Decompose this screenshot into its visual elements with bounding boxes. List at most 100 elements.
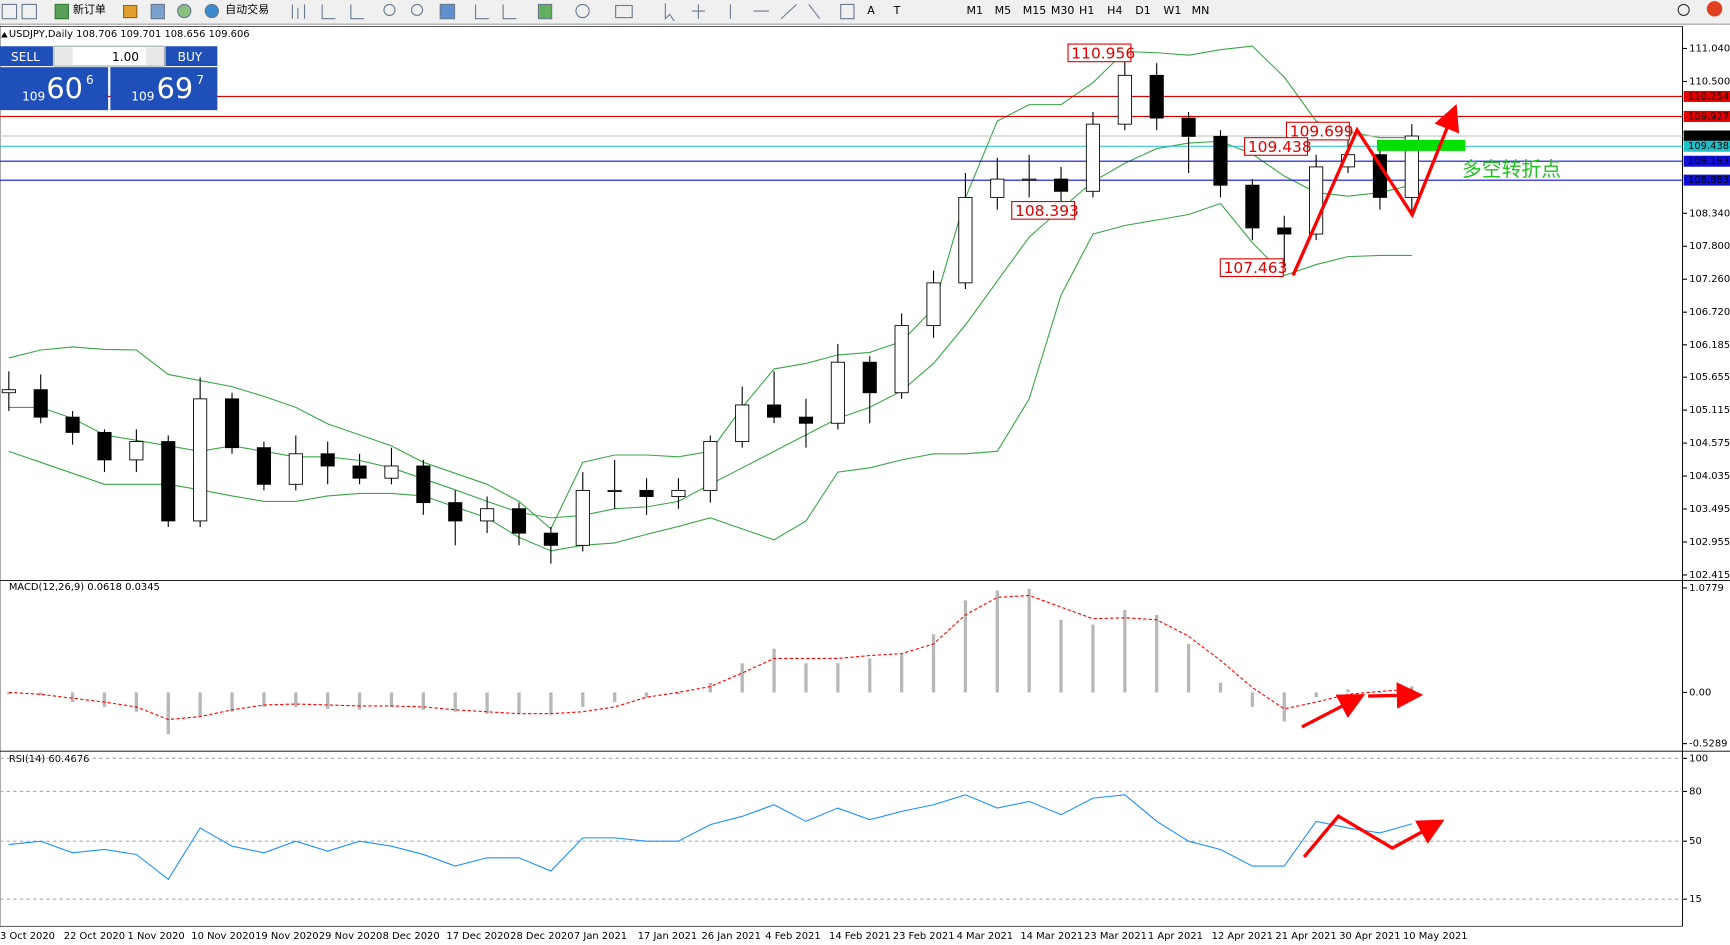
- candle-body: [798, 416, 814, 424]
- annotation-label: 107.463: [1224, 259, 1288, 277]
- macd-bar: [804, 663, 808, 693]
- y-tick-label: 111.040: [1689, 43, 1730, 54]
- panel-title: RSI(14) 60.4676: [9, 754, 90, 765]
- label-tool[interactable]: T: [893, 4, 901, 17]
- timeframe-button[interactable]: H1: [1079, 4, 1094, 17]
- timeframe-button[interactable]: D1: [1135, 4, 1151, 17]
- timeframe-button[interactable]: M1: [967, 4, 984, 17]
- macd-bar: [1314, 692, 1318, 698]
- candle-body: [288, 453, 303, 485]
- macd-arrow: [1301, 694, 1366, 729]
- macd-bar: [198, 692, 202, 717]
- lot-input[interactable]: [53, 45, 165, 67]
- x-tick-label: 14 Mar 2021: [1020, 931, 1083, 942]
- macd-bar: [1123, 610, 1127, 693]
- macd-bar: [899, 653, 904, 693]
- x-tick-label: 3 Oct 2020: [0, 931, 55, 942]
- macd-bar: [676, 692, 681, 695]
- macd-bar: [7, 692, 11, 695]
- collapse-icon[interactable]: [1, 31, 8, 38]
- macd-arrow: [1368, 682, 1424, 709]
- candle-body: [1053, 178, 1069, 192]
- bollinger-band: [8, 202, 1412, 552]
- buy-price-fraction: 7: [196, 73, 204, 87]
- candle-body: [448, 502, 463, 522]
- candle-body: [639, 489, 654, 497]
- candle-body: [65, 416, 80, 433]
- search-icon[interactable]: [1677, 3, 1690, 16]
- macd-bar: [772, 648, 776, 693]
- text-tool[interactable]: A: [867, 4, 875, 17]
- macd-bar: [262, 692, 266, 707]
- macd-bar: [1282, 692, 1286, 722]
- level-label: 110.254: [1688, 91, 1729, 102]
- candle-body: [416, 465, 431, 504]
- y-tick-label: 105.115: [1689, 405, 1730, 416]
- chart-frame: [0, 26, 1683, 927]
- timeframe-button[interactable]: W1: [1163, 4, 1181, 17]
- candle-body: [193, 398, 208, 522]
- x-tick-label: 17 Jan 2021: [638, 931, 697, 942]
- macd-bar: [581, 692, 585, 707]
- macd-bar: [613, 692, 617, 703]
- y-tick-label: 0.00: [1689, 687, 1711, 698]
- candle-body: [256, 447, 271, 485]
- annotation-box: [1219, 258, 1284, 278]
- level-label: 108.883: [1688, 175, 1729, 186]
- candle-body: [1022, 178, 1037, 181]
- y-tick-label: 80: [1689, 786, 1702, 797]
- auto-trading-button[interactable]: 自动交易: [225, 2, 269, 16]
- buy-button[interactable]: [165, 46, 218, 67]
- candle-body: [1213, 135, 1228, 186]
- candle-body: [224, 398, 240, 449]
- candle-body: [352, 465, 367, 479]
- timeframe-button[interactable]: M5: [995, 4, 1012, 17]
- sell-price-box[interactable]: [0, 67, 109, 111]
- notification-icon[interactable]: [1706, 1, 1723, 17]
- macd-bar: [166, 692, 170, 735]
- macd-bar: [995, 590, 999, 693]
- macd-bar: [230, 692, 234, 712]
- y-tick-label: 1.0779: [1689, 583, 1724, 594]
- candle-body: [161, 441, 176, 522]
- y-tick-label: 103.495: [1689, 504, 1730, 515]
- annotation-box: [1011, 201, 1076, 220]
- x-tick-label: 21 Apr 2021: [1275, 931, 1336, 942]
- candle-body: [543, 532, 558, 546]
- candle-body: [480, 508, 495, 522]
- timeframe-button[interactable]: MN: [1192, 4, 1210, 17]
- y-tick-label: 108.340: [1689, 208, 1730, 219]
- candle-body: [1, 389, 16, 394]
- timeframe-button[interactable]: H4: [1107, 4, 1122, 17]
- x-tick-label: 22 Oct 2020: [64, 931, 125, 942]
- x-tick-label: 30 Apr 2021: [1339, 931, 1400, 942]
- sell-price-pips: 60: [46, 71, 83, 105]
- timeframe-button[interactable]: M15: [1023, 4, 1047, 17]
- panel-title: MACD(12,26,9) 0.0618 0.0345: [9, 582, 160, 593]
- sell-price-fraction: 6: [86, 73, 94, 87]
- candle-body: [511, 508, 527, 534]
- candle-body: [607, 489, 622, 492]
- macd-bar: [1155, 614, 1159, 693]
- y-tick-label: 107.800: [1689, 241, 1730, 252]
- candle-body: [1245, 184, 1260, 229]
- new-order-button[interactable]: 新订单: [73, 2, 106, 16]
- macd-bar: [1218, 682, 1223, 693]
- candle-body: [575, 489, 590, 546]
- level-label: 109.606: [1688, 131, 1729, 142]
- lot-up[interactable]: [145, 47, 164, 65]
- panel-title: USDJPY,Daily 108.706 109.701 108.656 109…: [9, 29, 250, 40]
- timeframe-button[interactable]: M30: [1051, 4, 1075, 17]
- y-tick-label: -0.5289: [1689, 739, 1727, 750]
- candle-body: [671, 489, 686, 497]
- sell-button[interactable]: [0, 46, 53, 67]
- buy-price-box[interactable]: [110, 67, 218, 111]
- candle-body: [1277, 227, 1292, 235]
- annotation-box: [1243, 137, 1308, 156]
- breakout-zone: [1376, 139, 1466, 151]
- x-tick-label: 28 Dec 2020: [510, 931, 573, 942]
- lot-down[interactable]: [55, 47, 73, 65]
- y-tick-label: 102.955: [1689, 537, 1730, 548]
- candle-body: [33, 389, 48, 418]
- macd-bar: [517, 692, 521, 714]
